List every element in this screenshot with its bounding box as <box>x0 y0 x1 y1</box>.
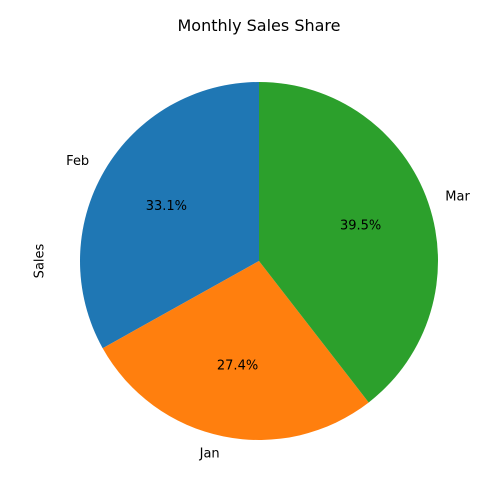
pie-slices <box>80 82 438 440</box>
pie-labels: Feb 33.1% Jan 27.4% Mar 39.5% <box>66 154 470 462</box>
pie-slice-feb <box>80 82 259 349</box>
pie-slice-jan <box>102 261 369 440</box>
slice-label-mar: Mar <box>445 190 470 205</box>
chart-title: Monthly Sales Share <box>178 16 341 35</box>
slice-label-feb: Feb <box>66 154 89 169</box>
y-axis-label: Sales <box>33 243 48 278</box>
percent-label-mar: 39.5% <box>340 219 381 234</box>
slice-label-jan: Jan <box>199 446 220 461</box>
pie-slice-mar <box>259 82 438 403</box>
percent-label-feb: 33.1% <box>146 199 187 214</box>
percent-label-jan: 27.4% <box>217 359 258 374</box>
